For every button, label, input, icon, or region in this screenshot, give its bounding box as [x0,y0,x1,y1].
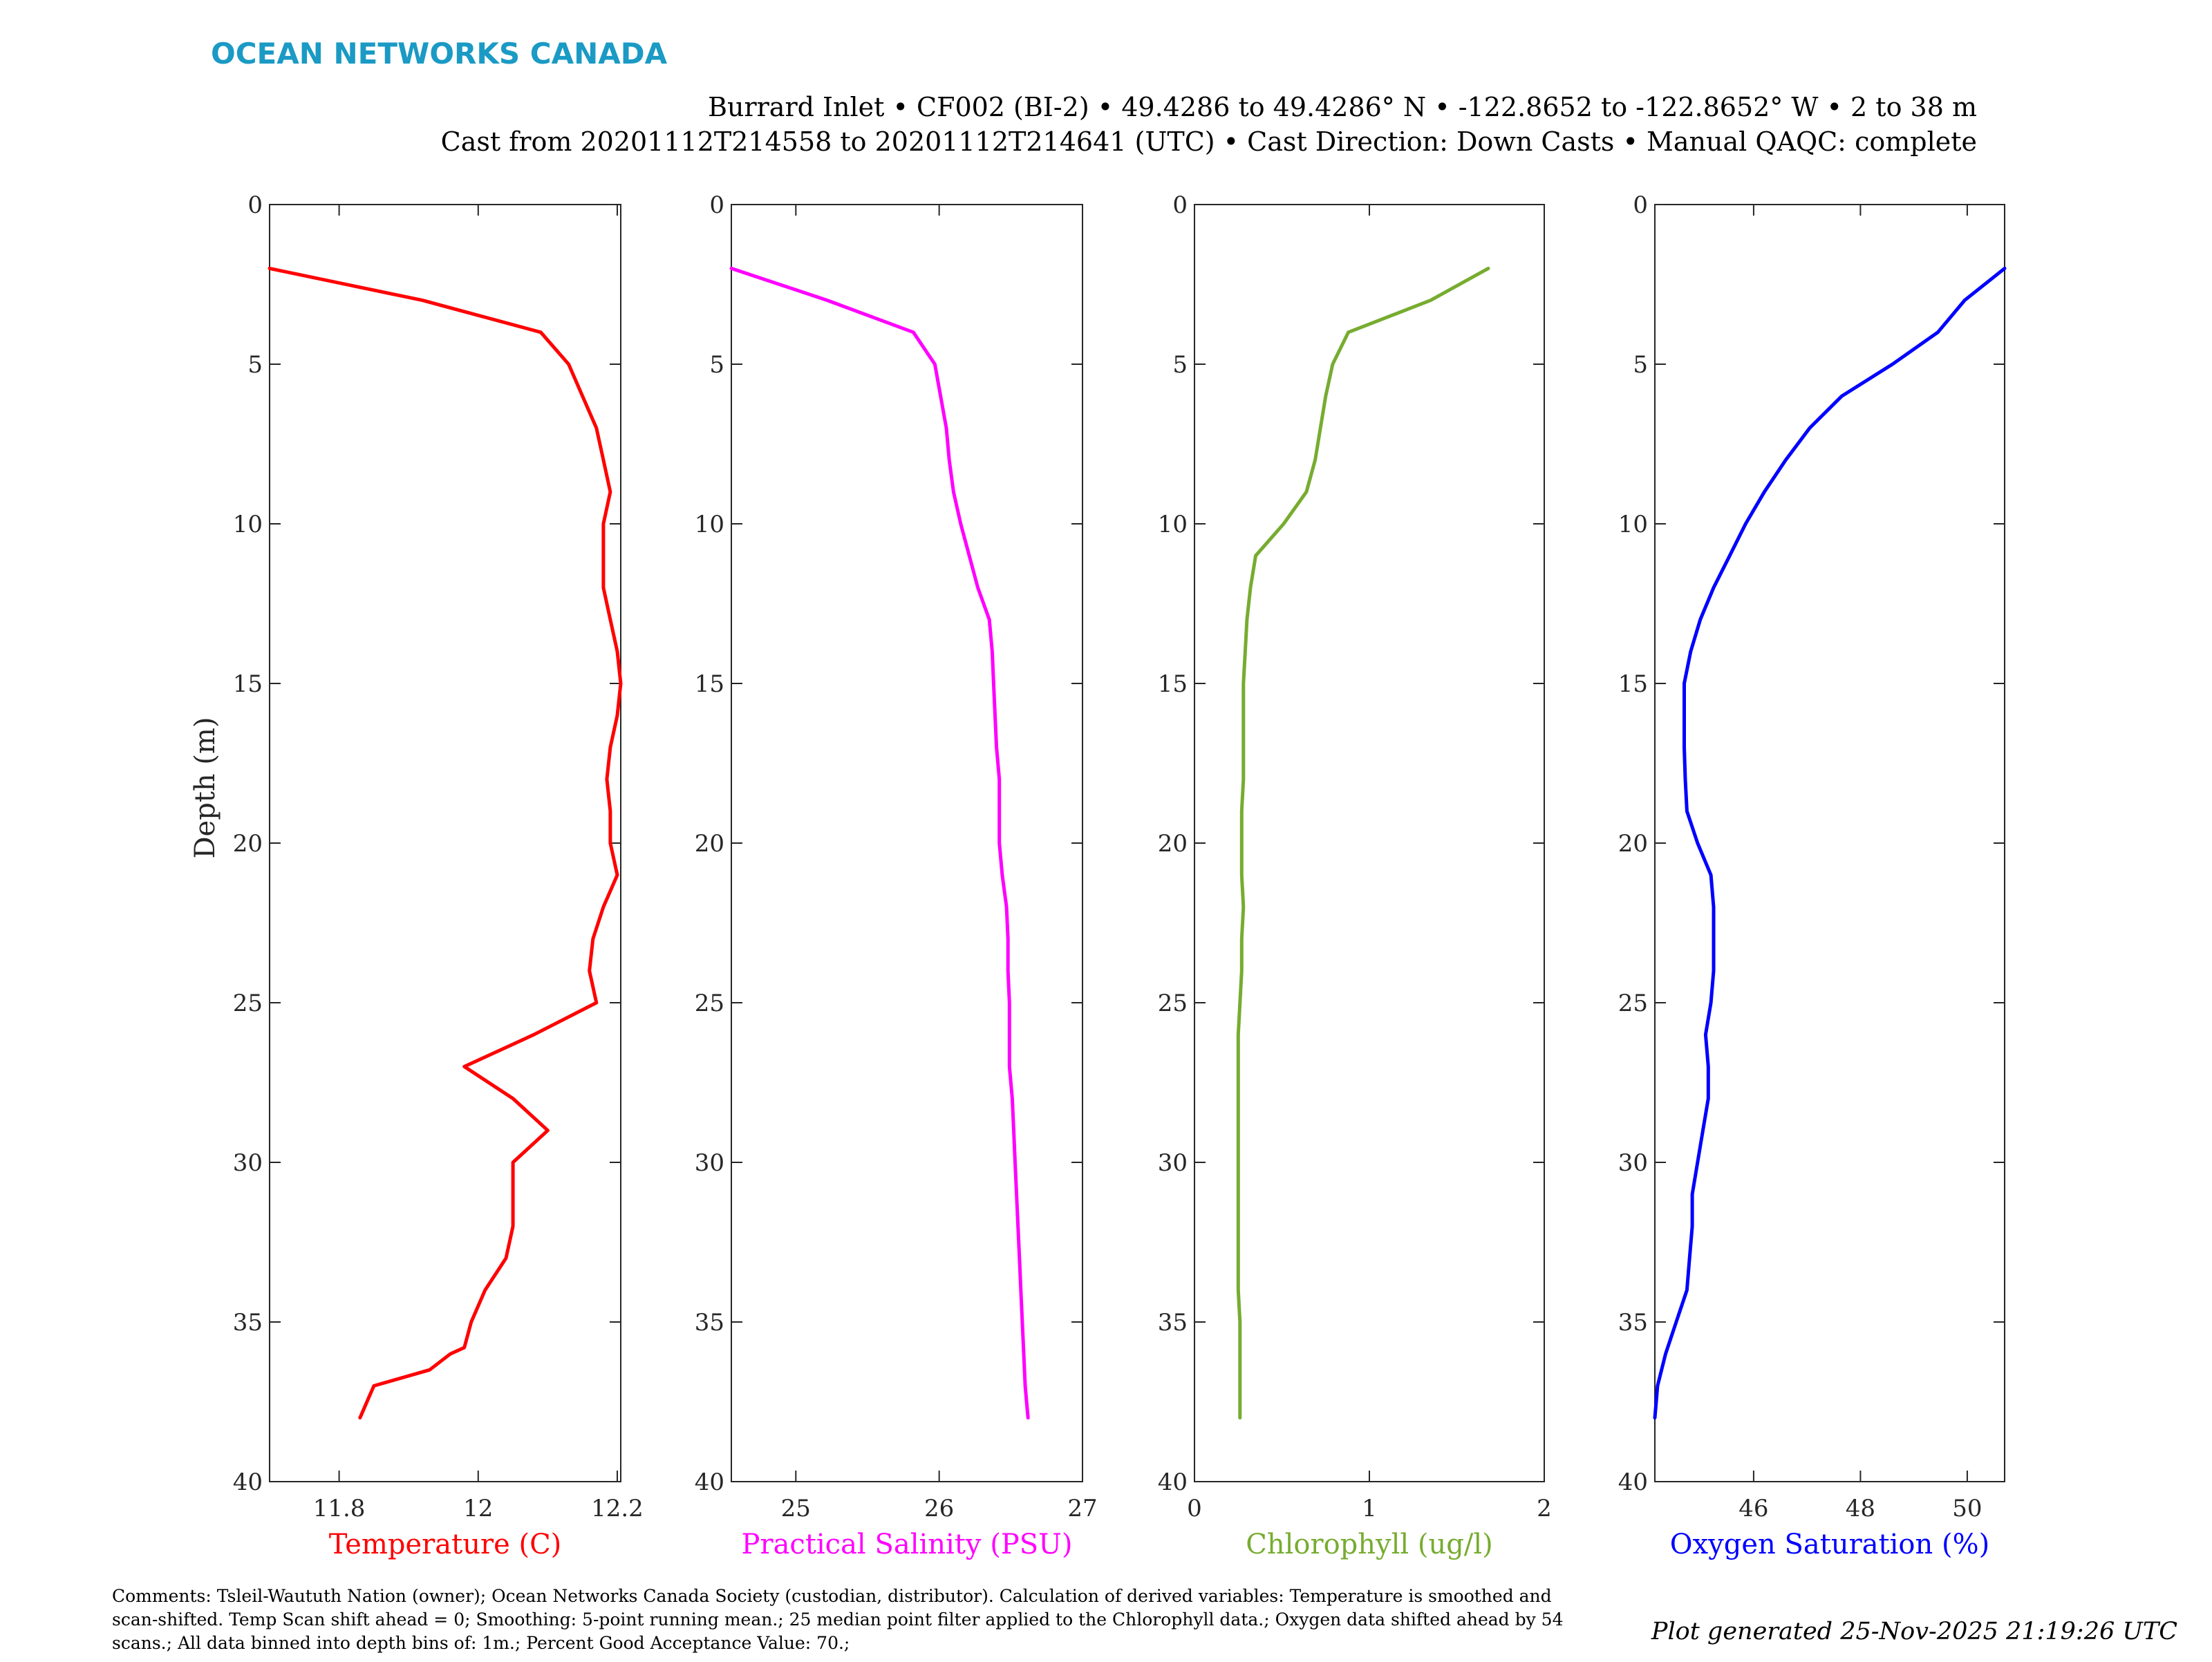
x-tick-label: 2 [1537,1495,1552,1522]
x-tick-label: 46 [1738,1495,1768,1522]
x-tick-label: 12 [463,1495,493,1522]
y-tick-label: 10 [1158,511,1188,538]
y-axis-label: Depth (m) [189,717,221,858]
x-tick-label: 12.2 [591,1495,644,1522]
y-tick-label: 20 [695,830,724,858]
footer-comment-line-1: Comments: Tsleil-Waututh Nation (owner);… [112,1586,1552,1606]
y-tick-label: 15 [1158,670,1188,698]
y-tick-label: 0 [247,191,263,219]
panel-4: 0 5 10 15 20 25 30 35 40 46 48 50 Oxygen Saturation … [1618,191,2007,1560]
panel-1: 0 5 10 15 20 25 30 35 40 11.8 12 12.2 Temperature (C… [189,191,644,1560]
y-tick-label: 10 [1618,511,1648,538]
x-axis-label: Chlorophyll (ug/l) [1246,1529,1493,1560]
y-tick-label: 40 [1618,1469,1648,1496]
header-location-line: Burrard Inlet • CF002 (BI-2) • 49.4286 t… [708,92,1977,122]
y-tick-label: 20 [233,830,263,858]
panel-2: 0 5 10 15 20 25 30 35 40 25 26 27 Practical Salinity… [695,191,1098,1560]
brand-logo-text: OCEAN NETWORKS CANADA [211,37,668,70]
y-tick-label: 35 [1618,1309,1648,1337]
y-tick-label: 10 [233,511,263,538]
axes-box [1654,204,2005,1482]
y-tick-label: 20 [1618,830,1648,858]
header-cast-line: Cast from 20201112T214558 to 20201112T21… [441,126,1977,157]
y-tick-label: 0 [709,191,724,219]
y-tick-label: 40 [1158,1469,1188,1496]
y-tick-label: 25 [1158,990,1188,1017]
y-tick-label: 25 [233,990,263,1017]
x-axis-label: Temperature (C) [329,1529,562,1560]
y-tick-label: 5 [1633,351,1648,379]
y-tick-label: 30 [1158,1149,1188,1177]
y-tick-label: 15 [233,670,263,698]
y-tick-label: 35 [1158,1309,1188,1337]
y-tick-label: 15 [1618,670,1648,698]
x-tick-label: 26 [924,1495,954,1522]
y-tick-label: 0 [1633,191,1648,219]
y-tick-label: 15 [695,670,724,698]
y-tick-label: 30 [1618,1149,1648,1177]
y-tick-label: 5 [709,351,724,379]
x-tick-label: 11.8 [313,1495,366,1522]
x-axis-label: Oxygen Saturation (%) [1670,1529,1989,1560]
axes-box [269,204,621,1482]
y-tick-label: 5 [247,351,263,379]
x-axis-label: Practical Salinity (PSU) [742,1529,1073,1560]
y-tick-label: 5 [1172,351,1188,379]
series-line [729,266,1030,1420]
x-tick-label: 50 [1952,1495,1982,1522]
axes-box [1194,204,1545,1482]
x-tick-label: 0 [1187,1495,1202,1522]
y-tick-label: 25 [695,990,724,1017]
y-tick-label: 40 [233,1469,263,1496]
footer-comment-line-3: scans.; All data binned into depth bins … [112,1633,850,1653]
y-tick-label: 25 [1618,990,1648,1017]
y-tick-label: 40 [695,1469,724,1496]
y-tick-label: 35 [695,1309,724,1337]
x-tick-label: 1 [1362,1495,1377,1522]
y-tick-label: 35 [233,1309,263,1337]
series-line [268,266,623,1420]
y-tick-label: 0 [1172,191,1188,219]
x-tick-label: 48 [1846,1495,1875,1522]
y-tick-label: 30 [233,1149,263,1177]
x-tick-label: 25 [781,1495,811,1522]
series-line [1653,266,2007,1420]
footer-comment-line-2: scan-shifted. Temp Scan shift ahead = 0;… [112,1609,1564,1630]
plot-generated-timestamp: Plot generated 25-Nov-2025 21:19:26 UTC [1651,1618,2177,1645]
series-line [1236,266,1490,1420]
x-tick-label: 27 [1067,1495,1097,1522]
y-tick-label: 30 [695,1149,724,1177]
axes-box [731,204,1083,1482]
y-tick-label: 10 [695,511,724,538]
y-tick-label: 20 [1158,830,1188,858]
